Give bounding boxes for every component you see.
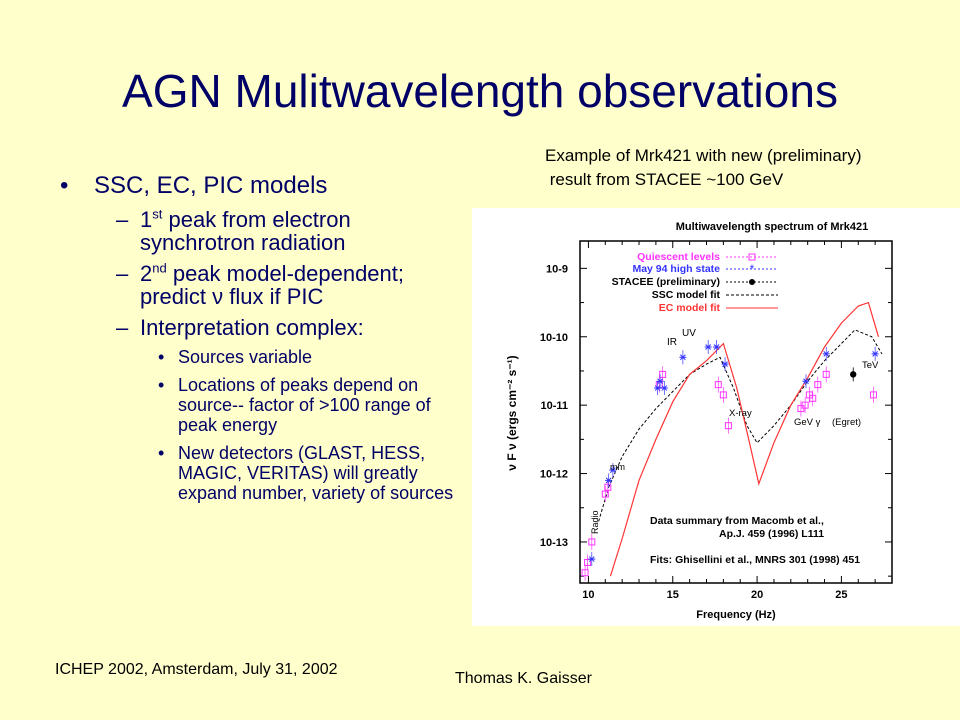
quiescent-point [814,381,822,389]
high-state-point [605,477,612,484]
y-tick-label: 10-12 [540,469,568,481]
x-tick-label: 25 [835,589,847,601]
bullet-dot-icon: • [60,172,69,199]
quiescent-point [659,370,667,378]
y-axis-label: ν F ν (ergs cm⁻² s⁻¹) [505,355,519,470]
bullet-list: • SSC, EC, PIC models – 1st peak from el… [60,172,470,503]
quiescent-point [801,401,809,409]
source-notes: Data summary from Macomb et al., Ap.J. 4… [650,515,860,566]
high-state-point [722,361,728,367]
high-state-point [657,378,663,385]
x-tick-label: 15 [667,589,679,601]
chart-title: Multiwavelength spectrum of Mrk421 [676,221,869,233]
annotation-ir: IR [667,337,677,348]
ssc-model-line [598,329,883,522]
y-tick-label: 10-10 [540,332,568,344]
bullet-second-peak: – 2nd peak model-dependent; predict ν fl… [116,260,405,309]
high-state-point [610,467,616,473]
annotation-uv: UV [682,328,696,339]
quiescent-point [604,483,612,491]
annotation-mm: mm [610,462,625,472]
bullet-dot-icon: • [158,347,165,367]
high-state-point [680,354,686,361]
annotation-xray: X-ray [729,408,752,419]
ec-model-line [609,301,880,577]
bullet-interpretation: – Interpretation complex: [116,315,364,340]
legend-high: May 94 high state [632,263,720,275]
spectrum-figure: Multiwavelength spectrum of Mrk421 10-9 … [472,208,960,626]
y-tick-labels: 10-9 10-10 10-11 10-12 10-13 [540,263,568,549]
bullet-models: • SSC, EC, PIC models [60,172,328,199]
high-state-point [654,385,661,391]
quiescent-point [719,391,727,399]
high-state-point [803,378,809,385]
y-tick-label: 10-13 [540,537,568,549]
x-axis-label: Frequency (Hz) [696,609,776,621]
quiescent-point [584,558,592,566]
dash-icon: – [116,315,129,340]
model-curves [598,301,883,577]
high-state-point [823,351,830,357]
y-tick-label: 10-9 [546,263,568,275]
x-tick-label: 20 [751,589,763,601]
annotation-egret: (Egret) [832,417,861,428]
legend-stacee: STACEE (preliminary) [612,276,720,288]
bullet-new-detectors: • New detectors (GLAST, HESS, MAGIC, VER… [158,443,454,503]
dash-icon: – [116,261,129,286]
quiescent-point [588,538,596,546]
spectrum-chart: Multiwavelength spectrum of Mrk421 10-9 … [505,221,893,621]
footer-author: Thomas K. Gaisser [455,670,592,687]
quiescent-point [822,370,830,378]
bullet-dot-icon: • [158,443,165,463]
summary-line-1: Data summary from Macomb et al., [650,515,824,527]
plot-frame [579,240,893,584]
band-annotations: Radio mm IR UV X-ray GeV γ (Egret) TeV [590,328,879,534]
quiescent-point [601,490,609,498]
quiescent-point [809,394,817,402]
annotation-tev: TeV [862,360,879,371]
x-tick-label: 10 [582,589,594,601]
legend-ec: EC model fit [659,302,721,314]
high-state-point [705,344,712,350]
slide-title: AGN Mulitwavelength observations [122,65,838,117]
dash-icon: – [116,207,129,232]
legend-stacee-marker [749,279,755,285]
high-state-point [872,351,878,357]
data-points [581,340,879,581]
quiescent-point [581,569,589,577]
legend: Quiescent levels May 94 high state * STA… [612,251,778,314]
bullet-sources-variable: • Sources variable [158,347,313,367]
y-tick-label: 10-11 [540,400,568,412]
footer-conference: ICHEP 2002, Amsterdam, July 31, 2002 [55,661,338,678]
legend-quiescent: Quiescent levels [637,251,720,263]
bullet-dot-icon: • [158,375,165,395]
x-tick-labels: 10 15 20 25 [582,589,847,601]
caption-line-1: Example of Mrk421 with new (preliminary) [545,146,862,165]
summary-line-2: Ap.J. 459 (1996) L111 [719,528,824,540]
high-state-point [713,344,720,350]
fits-line: Fits: Ghisellini et al., MNRS 301 (1998)… [650,554,860,566]
bullet-first-peak: – 1st peak from electron synchrotron rad… [116,206,351,255]
caption-line-2: result from STACEE ~100 GeV [545,170,784,189]
legend-quiescent-marker [748,253,756,261]
figure-caption: Example of Mrk421 with new (preliminary)… [545,144,862,192]
legend-high-marker: * [750,262,755,276]
high-state-point [661,385,668,391]
quiescent-point [714,381,722,389]
high-state-point [588,556,595,562]
legend-ssc: SSC model fit [652,289,721,301]
annotation-radio: Radio [590,510,600,534]
annotation-gev: GeV γ [794,417,821,428]
bullet-peak-locations: • Locations of peaks depend on source-- … [158,375,431,435]
quiescent-point [869,391,877,399]
quiescent-point [724,422,732,430]
stacee-point [850,371,857,378]
